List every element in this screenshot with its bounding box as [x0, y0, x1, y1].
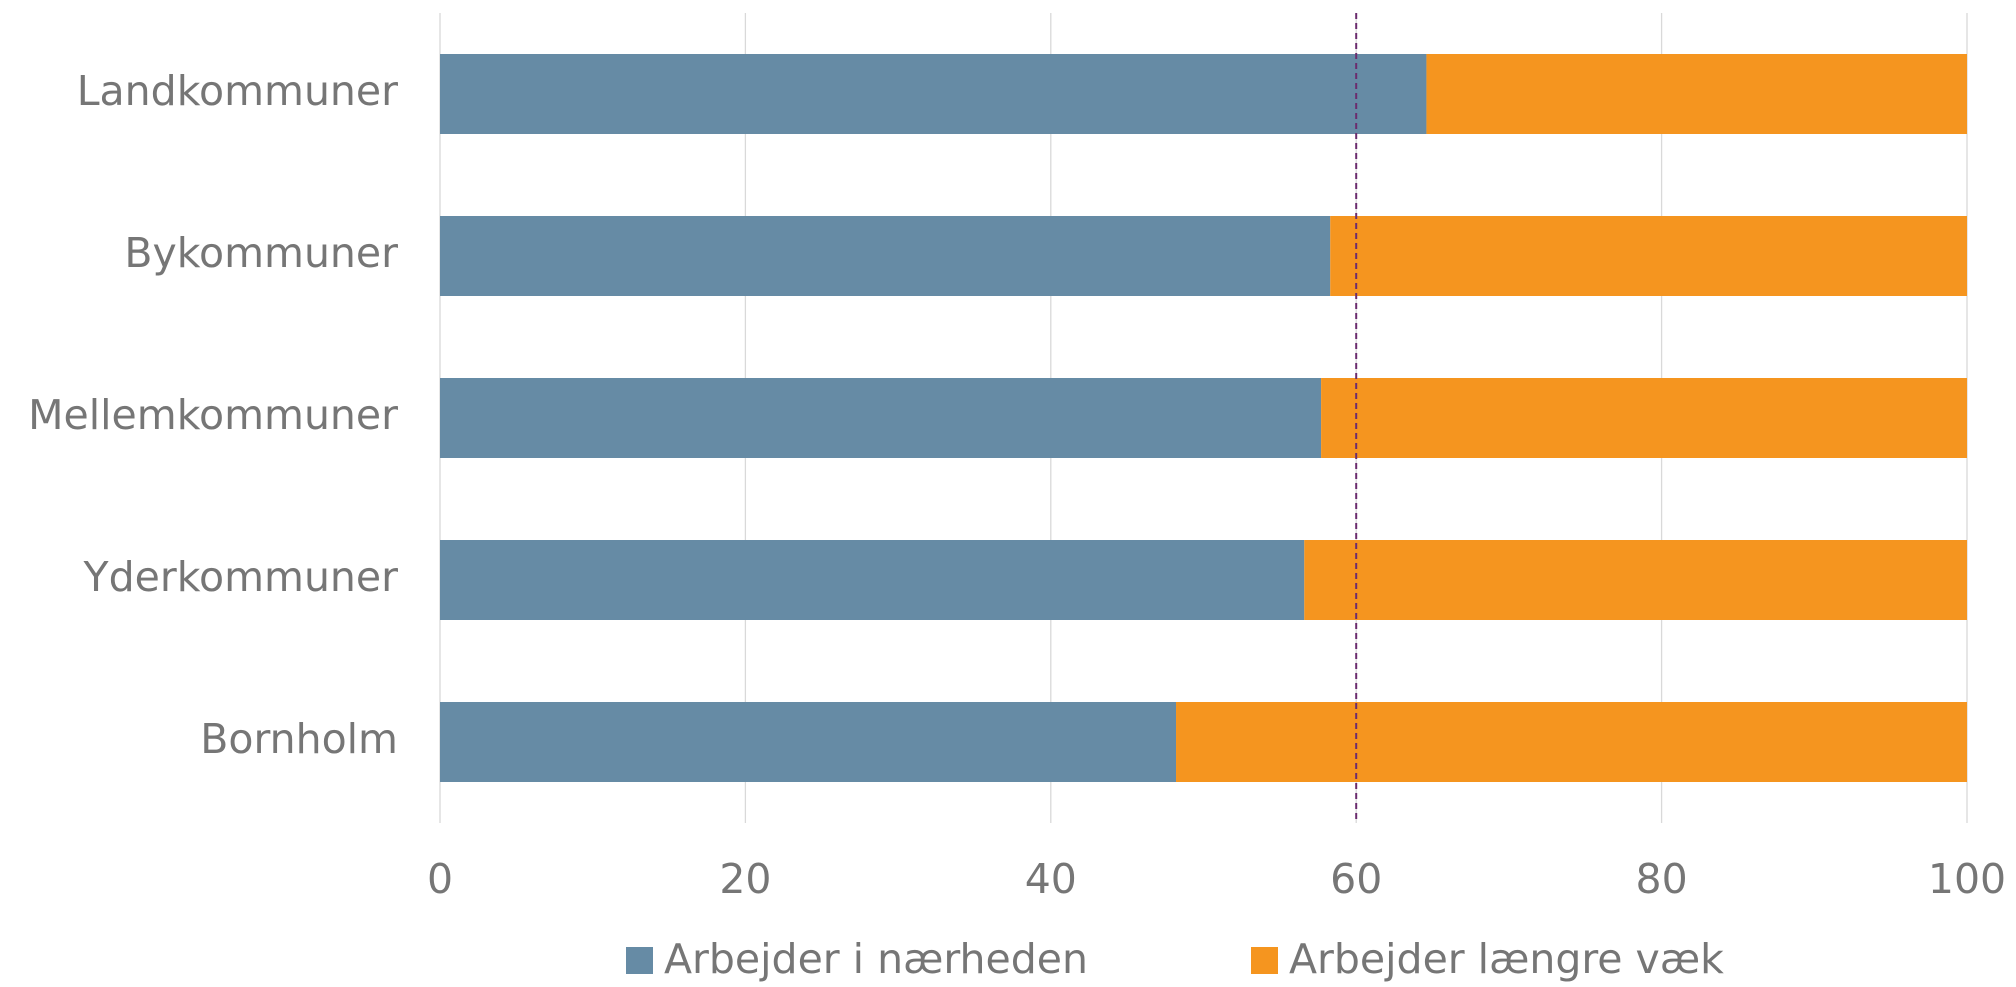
y-tick-label: Mellemkommuner	[28, 391, 398, 439]
bar-segment	[440, 216, 1331, 296]
x-tick-label: 20	[719, 855, 771, 903]
bar-segment	[1426, 54, 1967, 134]
x-tick-label: 40	[1025, 855, 1077, 903]
legend-swatch	[626, 947, 653, 974]
y-tick-label: Bornholm	[200, 715, 398, 763]
legend-label: Arbejder i nærheden	[664, 935, 1088, 983]
bar-segment	[440, 702, 1177, 782]
bar-segment	[1176, 702, 1967, 782]
bar-segment	[1304, 540, 1967, 620]
legend-label: Arbejder længre væk	[1289, 935, 1724, 983]
x-tick-label: 100	[1928, 855, 2006, 903]
y-tick-label: Yderkommuner	[83, 553, 399, 601]
y-tick-label: Bykommuner	[124, 229, 398, 277]
x-tick-label: 80	[1636, 855, 1688, 903]
legend-swatch	[1251, 947, 1278, 974]
bar-segment	[440, 378, 1322, 458]
bar-segment	[440, 540, 1305, 620]
y-tick-label: Landkommuner	[77, 67, 398, 115]
bar-segment	[440, 54, 1427, 134]
x-tick-label: 0	[427, 855, 453, 903]
bar-segment	[1321, 378, 1967, 458]
bar-segment	[1330, 216, 1967, 296]
x-tick-label: 60	[1330, 855, 1382, 903]
